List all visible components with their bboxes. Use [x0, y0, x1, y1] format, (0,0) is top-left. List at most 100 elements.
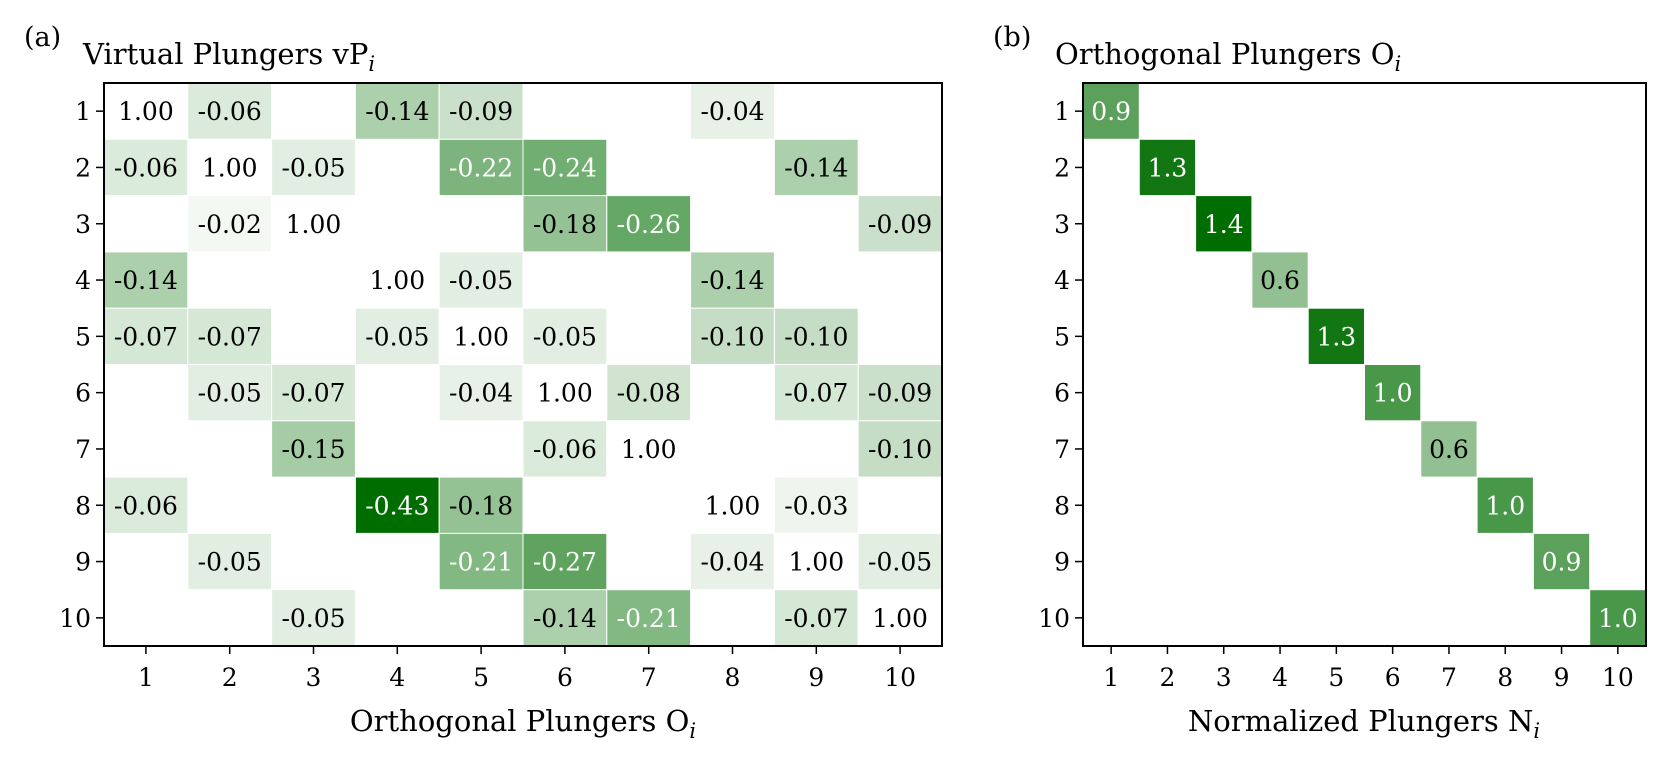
heatmap-cell	[354, 251, 440, 309]
y-tick-label: 7	[1054, 435, 1070, 464]
x-tick-label: 6	[557, 663, 573, 692]
heatmap-cell-label: 1.4	[1204, 210, 1244, 239]
heatmap-cell-label: -0.21	[449, 548, 513, 577]
heatmap-cell	[522, 589, 608, 647]
panel-a-title: Virtual Plungers vPi	[82, 37, 375, 76]
heatmap-cell	[103, 476, 189, 534]
x-tick-label: 6	[1385, 663, 1401, 692]
heatmap-cell-label: -0.22	[449, 153, 513, 182]
heatmap-cell	[1476, 476, 1534, 534]
heatmap-cell	[1251, 251, 1309, 309]
x-tick-label: 10	[884, 663, 916, 692]
y-tick-label: 1	[75, 97, 91, 126]
y-tick-label: 9	[1054, 548, 1070, 577]
x-tick-label: 9	[808, 663, 824, 692]
heatmap-cell-label: -0.10	[868, 435, 932, 464]
heatmap-cell-label: 0.6	[1429, 435, 1469, 464]
y-tick-label: 8	[1054, 491, 1070, 520]
heatmap-cell	[857, 420, 943, 478]
heatmap-cell-label: -0.21	[617, 604, 681, 633]
x-tick-label: 2	[222, 663, 238, 692]
heatmap-cell	[103, 307, 189, 366]
heatmap-cell	[690, 82, 775, 140]
heatmap-cell	[187, 307, 273, 366]
heatmap-cell-label: -0.14	[700, 266, 764, 295]
heatmap-cell	[438, 138, 524, 197]
heatmap-cell-label: 1.0	[1485, 491, 1525, 520]
y-tick-label: 5	[75, 322, 91, 351]
heatmap-cell-label: -0.18	[449, 491, 513, 520]
panel-b-label: (b)	[993, 22, 1031, 53]
heatmap-cell-label: -0.27	[533, 548, 597, 577]
heatmap-cell	[354, 307, 440, 366]
x-tick-label: 1	[1103, 663, 1119, 692]
heatmap-cell	[522, 195, 608, 253]
heatmap-cell-label: 1.3	[1148, 153, 1188, 182]
heatmap-cell-label: 1.00	[286, 210, 342, 239]
y-tick-label: 2	[75, 153, 91, 182]
heatmap-cell-label: 1.00	[621, 435, 677, 464]
heatmap-cell-label: -0.03	[784, 491, 848, 520]
x-tick-label: 4	[389, 663, 405, 692]
heatmap-cell	[773, 589, 859, 647]
heatmap-cell	[690, 251, 775, 309]
heatmap-cell	[354, 476, 440, 534]
heatmap-cell	[522, 307, 608, 366]
heatmap-cell	[187, 82, 273, 140]
heatmap-cell	[773, 532, 859, 591]
heatmap-cell	[1195, 195, 1253, 253]
heatmap-cell-label: -0.04	[700, 548, 764, 577]
heatmap-cell-label: -0.09	[868, 379, 932, 408]
heatmap-cell-label: -0.07	[784, 604, 848, 633]
heatmap-a-cell-labels: 1.00 -0.06 -0.14 -0.09 -0.04 -0.06 1.00 -0.05 -0…	[114, 97, 932, 633]
heatmap-cell-label: -0.09	[868, 210, 932, 239]
y-tick-label: 8	[75, 491, 91, 520]
heatmap-cell-label: 0.9	[1542, 548, 1582, 577]
heatmap-cell-label: 1.0	[1373, 379, 1413, 408]
heatmap-cell	[606, 420, 692, 478]
heatmap-panel-b: Orthogonal Plungers Oi 0.9 1.3 1.4 0.6 1.3 1.…	[1038, 37, 1647, 743]
heatmap-b-y-axis: 1 2 3 4 5 6 7 8 9 10	[1038, 97, 1083, 633]
heatmap-b-cells	[1082, 82, 1647, 647]
y-tick-label: 2	[1054, 153, 1070, 182]
heatmap-cell-label: -0.04	[700, 97, 764, 126]
heatmap-cell	[606, 589, 692, 647]
x-tick-label: 4	[1272, 663, 1288, 692]
heatmap-cell-label: 0.6	[1260, 266, 1300, 295]
heatmap-cell	[1082, 82, 1140, 140]
heatmap-cell-label: -0.14	[533, 604, 597, 633]
x-tick-label: 1	[138, 663, 154, 692]
heatmap-cell	[690, 476, 775, 534]
heatmap-cell	[1532, 532, 1591, 591]
heatmap-cell-label: -0.05	[198, 548, 262, 577]
heatmap-cell	[773, 138, 859, 197]
y-tick-label: 5	[1054, 322, 1070, 351]
heatmap-cell-label: -0.15	[281, 435, 345, 464]
heatmap-cell	[773, 307, 859, 366]
x-tick-label: 8	[1497, 663, 1513, 692]
heatmap-cell-label: 1.00	[202, 153, 258, 182]
heatmap-a-cells	[103, 82, 943, 647]
heatmap-cell	[606, 195, 692, 253]
x-tick-label: 2	[1159, 663, 1175, 692]
heatmap-cell-label: -0.26	[617, 210, 681, 239]
heatmap-cell-label: -0.08	[617, 379, 681, 408]
heatmap-cell	[271, 138, 356, 197]
heatmap-b-cell-labels: 0.9 1.3 1.4 0.6 1.3 1.0 0.6 1.0 0.9 1.0	[1091, 97, 1637, 633]
heatmap-cell-label: 1.00	[453, 322, 509, 351]
heatmap-cell	[438, 251, 524, 309]
y-tick-label: 10	[59, 604, 91, 633]
heatmap-cell-label: -0.06	[198, 97, 262, 126]
x-tick-label: 10	[1602, 663, 1634, 692]
heatmap-cell	[522, 138, 608, 197]
heatmap-cell-label: -0.05	[365, 322, 429, 351]
x-tick-label: 5	[1328, 663, 1344, 692]
heatmap-cell	[271, 364, 356, 422]
heatmap-cell-label: -0.02	[198, 210, 262, 239]
heatmap-panel-a: Virtual Plungers vPi 1.00 -0.06 -0.14 -0.09…	[59, 37, 943, 743]
heatmap-cell	[271, 589, 356, 647]
heatmap-cell	[522, 364, 608, 422]
heatmap-cell-label: -0.07	[198, 322, 262, 351]
heatmap-cell-label: 1.00	[537, 379, 593, 408]
